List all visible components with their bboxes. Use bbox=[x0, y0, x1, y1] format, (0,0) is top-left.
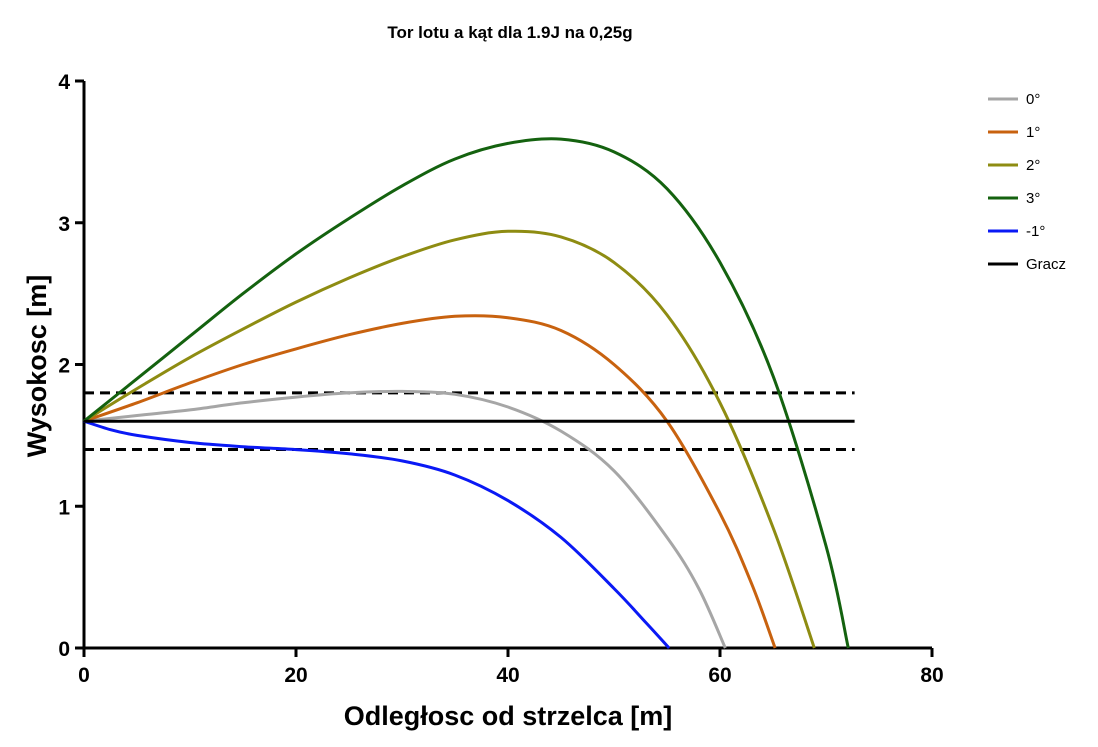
series-line-neg1deg bbox=[83, 419, 671, 650]
legend-label-2deg: 2° bbox=[1026, 157, 1040, 174]
legend-label-gracz: Gracz bbox=[1026, 256, 1066, 273]
x-tick-label: 20 bbox=[284, 664, 307, 687]
x-tick-label: 0 bbox=[78, 664, 90, 687]
series-line-0deg bbox=[83, 389, 727, 649]
axes: 0 20 40 60 80 0 1 2 3 4 bbox=[58, 71, 943, 687]
legend-label-0deg: 0° bbox=[1026, 91, 1040, 108]
plot-area bbox=[83, 137, 855, 650]
x-axis-label: Odległosc od strzelca [m] bbox=[344, 701, 673, 731]
y-tick-label: 0 bbox=[58, 638, 70, 661]
x-tick-label: 40 bbox=[496, 664, 519, 687]
legend-label-neg1deg: -1° bbox=[1026, 223, 1045, 240]
chart-title: Tor lotu a kąt dla 1.9J na 0,25g bbox=[387, 23, 632, 42]
y-axis-label: Wysokosc [m] bbox=[22, 275, 52, 458]
legend-label-1deg: 1° bbox=[1026, 124, 1040, 141]
series-line-1deg bbox=[83, 314, 777, 649]
y-tick-label: 1 bbox=[58, 496, 70, 519]
x-tick-label: 60 bbox=[708, 664, 731, 687]
series-line-2deg bbox=[83, 229, 816, 649]
y-tick-label: 4 bbox=[58, 71, 70, 94]
legend: 0° 1° 2° 3° -1° Gracz bbox=[988, 91, 1066, 273]
series-line-3deg bbox=[83, 137, 850, 649]
x-tick-label: 80 bbox=[920, 664, 943, 687]
y-tick-label: 2 bbox=[58, 355, 70, 378]
legend-label-3deg: 3° bbox=[1026, 190, 1040, 207]
y-tick-label: 3 bbox=[58, 213, 70, 236]
